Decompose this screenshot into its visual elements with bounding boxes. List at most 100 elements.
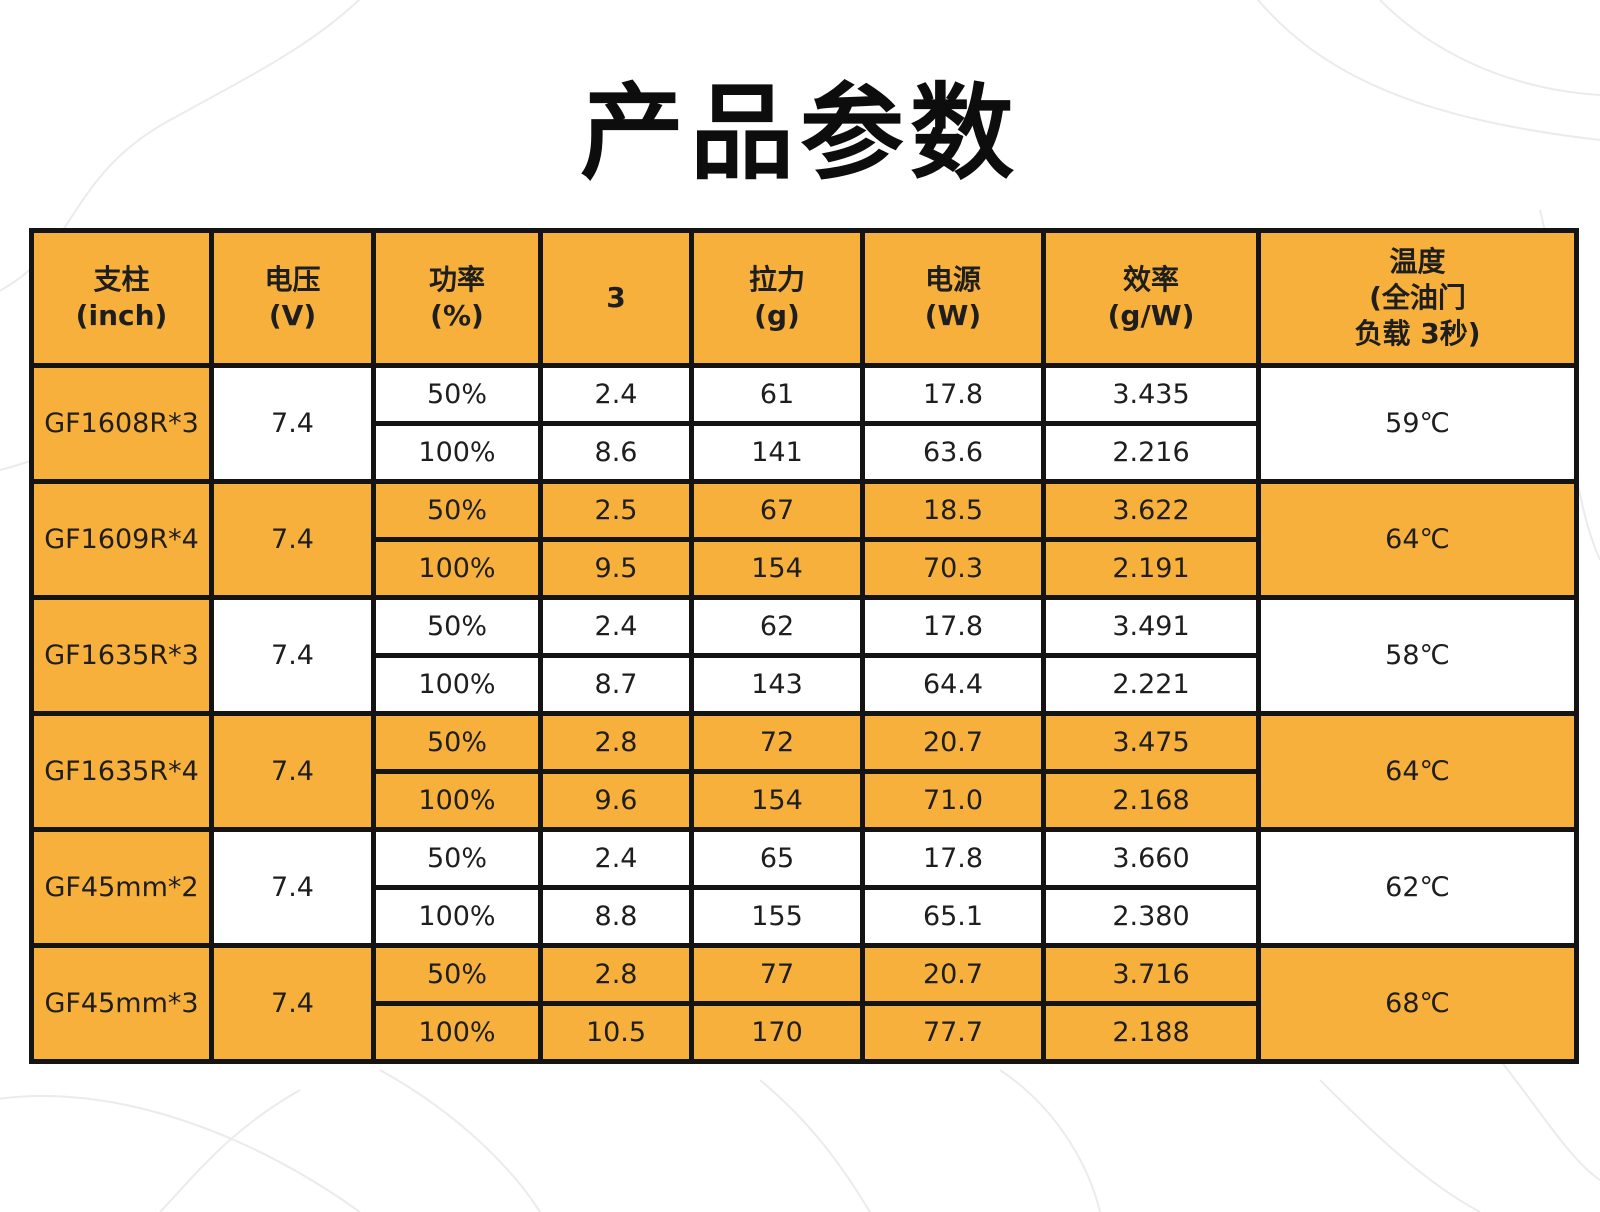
watt-cell: 17.8: [860, 827, 1046, 890]
efficiency-cell: 3.435: [1041, 363, 1261, 426]
header-label: 电压: [264, 263, 321, 296]
model-cell: GF1608R*3: [29, 363, 214, 484]
value-3-cell: 8.8: [538, 885, 694, 948]
efficiency-cell: 3.491: [1041, 595, 1261, 658]
power-cell: 50%: [371, 711, 543, 774]
temperature-cell: 68℃: [1256, 943, 1579, 1064]
model-cell: GF1635R*3: [29, 595, 214, 716]
header-cell-power: 功率 (%): [371, 228, 543, 368]
header-label: 效率: [1122, 263, 1179, 296]
table-row: 100% 8.6 141 63.6 2.216: [32, 421, 1577, 484]
pull-cell: 65: [689, 827, 865, 890]
table-row: GF45mm*3 7.4 50% 2.8 77 20.7 3.716 68℃: [29, 943, 1579, 1064]
temperature-cell: 59℃: [1256, 363, 1579, 484]
voltage-cell: 7.4: [209, 943, 376, 1064]
table-row: GF45mm*2 7.4 50% 2.4 65 17.8 3.660 62℃: [29, 827, 1579, 948]
watt-cell: 63.6: [860, 421, 1046, 484]
model-cell: GF1635R*4: [29, 711, 214, 832]
model-cell: GF1609R*4: [29, 479, 214, 600]
header-label: 拉力: [748, 263, 805, 296]
header-cell-efficiency: 效率 (g/W): [1041, 228, 1261, 368]
header-cell-pull: 拉力 (g): [689, 228, 865, 368]
header-unit: (W): [924, 299, 982, 332]
spec-table: 支柱 (inch) 电压 (V) 功率 (%) 3 拉力 (g) 电源 (W): [29, 228, 1579, 1064]
header-row: 支柱 (inch) 电压 (V) 功率 (%) 3 拉力 (g) 电源 (W): [29, 228, 1579, 368]
voltage-cell: 7.4: [209, 827, 376, 948]
page-title: 产品参数: [579, 72, 1020, 194]
header-cell-model: 支柱 (inch): [29, 228, 214, 368]
value-3-cell: 2.4: [538, 363, 694, 426]
temperature-cell: 64℃: [1256, 479, 1579, 600]
power-cell: 100%: [371, 1001, 543, 1064]
pull-cell: 141: [689, 421, 865, 484]
watt-cell: 70.3: [860, 537, 1046, 600]
table-row: GF1608R*3 7.4 50% 2.4 61 17.8 3.435 59℃: [29, 363, 1579, 484]
watt-cell: 65.1: [860, 885, 1046, 948]
table-row: 100% 9.6 154 71.0 2.168: [32, 769, 1577, 832]
table-row: GF1609R*4 7.4 50% 2.5 67 18.5 3.622 64℃: [29, 479, 1579, 600]
header-cell-3: 3: [538, 228, 694, 368]
pull-cell: 154: [689, 769, 865, 832]
power-cell: 100%: [371, 769, 543, 832]
pull-cell: 72: [689, 711, 865, 774]
voltage-cell: 7.4: [209, 595, 376, 716]
temperature-cell: 64℃: [1256, 711, 1579, 832]
power-cell: 50%: [371, 363, 543, 426]
header-label: 电源: [924, 263, 981, 296]
power-cell: 100%: [371, 537, 543, 600]
efficiency-cell: 2.380: [1041, 885, 1261, 948]
watt-cell: 18.5: [860, 479, 1046, 542]
pull-cell: 67: [689, 479, 865, 542]
power-cell: 50%: [371, 479, 543, 542]
temperature-cell: 62℃: [1256, 827, 1579, 948]
table-row: 100% 9.5 154 70.3 2.191: [32, 537, 1577, 600]
value-3-cell: 10.5: [538, 1001, 694, 1064]
table-row: 100% 8.8 155 65.1 2.380: [32, 885, 1577, 948]
efficiency-cell: 2.191: [1041, 537, 1261, 600]
header-label: 温度: [1389, 245, 1446, 278]
value-3-cell: 2.8: [538, 711, 694, 774]
power-cell: 100%: [371, 421, 543, 484]
value-3-cell: 9.5: [538, 537, 694, 600]
power-cell: 50%: [371, 827, 543, 890]
pull-cell: 154: [689, 537, 865, 600]
pull-cell: 170: [689, 1001, 865, 1064]
header-cell-watt: 电源 (W): [860, 228, 1046, 368]
header-unit: (g): [754, 299, 800, 332]
efficiency-cell: 2.168: [1041, 769, 1261, 832]
table-row: 100% 10.5 170 77.7 2.188: [32, 1001, 1577, 1064]
watt-cell: 77.7: [860, 1001, 1046, 1064]
pull-cell: 62: [689, 595, 865, 658]
voltage-cell: 7.4: [209, 363, 376, 484]
watt-cell: 64.4: [860, 653, 1046, 716]
value-3-cell: 8.7: [538, 653, 694, 716]
header-label: 3: [606, 281, 626, 314]
model-cell: GF45mm*2: [29, 827, 214, 948]
efficiency-cell: 3.622: [1041, 479, 1261, 542]
header-unit: (%): [430, 299, 484, 332]
efficiency-cell: 2.188: [1041, 1001, 1261, 1064]
temperature-cell: 58℃: [1256, 595, 1579, 716]
value-3-cell: 8.6: [538, 421, 694, 484]
watt-cell: 17.8: [860, 595, 1046, 658]
watt-cell: 20.7: [860, 943, 1046, 1006]
watt-cell: 20.7: [860, 711, 1046, 774]
efficiency-cell: 3.475: [1041, 711, 1261, 774]
value-3-cell: 9.6: [538, 769, 694, 832]
table-row: GF1635R*3 7.4 50% 2.4 62 17.8 3.491 58℃: [29, 595, 1579, 716]
watt-cell: 17.8: [860, 363, 1046, 426]
header-cell-temperature: 温度 (全油门 负载 3秒): [1256, 228, 1579, 368]
efficiency-cell: 3.660: [1041, 827, 1261, 890]
table-row: GF1635R*4 7.4 50% 2.8 72 20.7 3.475 64℃: [29, 711, 1579, 832]
power-cell: 50%: [371, 595, 543, 658]
efficiency-cell: 2.221: [1041, 653, 1261, 716]
power-cell: 50%: [371, 943, 543, 1006]
header-unit: (全油门: [1369, 281, 1466, 314]
header-unit: (g/W): [1107, 299, 1195, 332]
header-unit: (inch): [75, 299, 168, 332]
efficiency-cell: 3.716: [1041, 943, 1261, 1006]
pull-cell: 61: [689, 363, 865, 426]
value-3-cell: 2.8: [538, 943, 694, 1006]
header-label: 功率: [428, 263, 485, 296]
voltage-cell: 7.4: [209, 711, 376, 832]
